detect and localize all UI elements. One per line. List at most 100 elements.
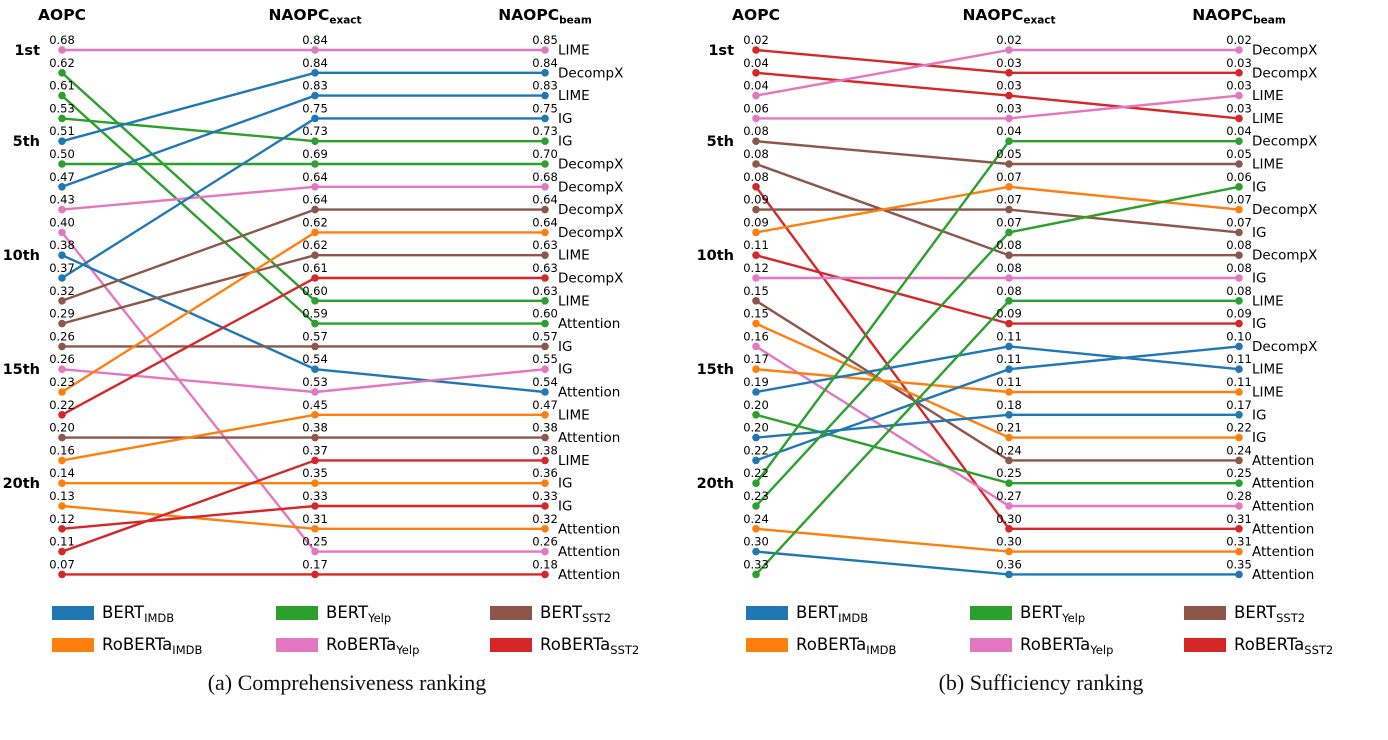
- data-point: [311, 433, 319, 442]
- value-label: 0.40: [49, 215, 75, 229]
- data-point: [1235, 91, 1243, 100]
- value-label: 0.05: [996, 147, 1022, 161]
- data-point: [1005, 365, 1013, 374]
- method-label: IG: [1252, 407, 1266, 423]
- panel-sufficiency: AOPC NAOPCexact NAOPCbeam 1st 5th 10th 15th 20t…: [694, 2, 1388, 696]
- data-point: [58, 388, 66, 396]
- rank-tick: 10th: [697, 248, 734, 264]
- method-label: IG: [1252, 225, 1266, 241]
- data-point: [541, 433, 549, 442]
- rank-tick: 5th: [707, 134, 734, 150]
- value-label: 0.35: [1226, 557, 1252, 571]
- method-label: LIME: [1252, 111, 1284, 127]
- legend-label-RoBERTa_IMDB: RoBERTaIMDB: [796, 635, 896, 657]
- comprehensiveness-ranking-chart: AOPC NAOPCexact NAOPCbeam 1st 5th 10th 15th 20t…: [3, 6, 640, 657]
- value-label: 0.13: [49, 489, 75, 503]
- data-point: [58, 365, 66, 374]
- value-label: 0.03: [1226, 101, 1252, 115]
- data-point: [541, 114, 549, 123]
- rank-tick: 20th: [3, 476, 40, 492]
- method-label: LIME: [558, 453, 590, 469]
- value-label: 0.64: [302, 193, 328, 207]
- column-header: NAOPCbeam: [1192, 6, 1286, 27]
- value-label: 0.09: [996, 307, 1022, 321]
- method-label: LIME: [558, 88, 590, 104]
- data-point: [1005, 456, 1013, 465]
- data-point: [541, 228, 549, 237]
- value-label: 0.51: [49, 124, 75, 138]
- value-label: 0.47: [532, 398, 558, 412]
- method-label: LIME: [558, 293, 590, 309]
- method-label: IG: [1252, 179, 1266, 195]
- method-label: IG: [1252, 271, 1266, 287]
- data-point: [58, 274, 66, 282]
- data-point: [1235, 137, 1243, 145]
- data-point: [752, 69, 760, 77]
- data-point: [311, 205, 319, 214]
- value-label: 0.21: [996, 421, 1022, 435]
- data-point: [58, 411, 66, 419]
- value-label: 0.54: [532, 375, 558, 389]
- value-label: 0.24: [996, 443, 1022, 457]
- method-label: LIME: [1252, 293, 1284, 309]
- data-point: [1005, 69, 1013, 77]
- value-label: 0.83: [532, 79, 558, 93]
- data-point: [541, 137, 549, 145]
- legend-label-RoBERTa_IMDB: RoBERTaIMDB: [102, 635, 202, 657]
- method-label: LIME: [1252, 88, 1284, 104]
- data-point: [1235, 114, 1243, 123]
- value-label: 0.60: [302, 284, 328, 298]
- data-point: [311, 137, 319, 145]
- value-label: 0.17: [1226, 398, 1252, 412]
- method-label: DecompX: [558, 202, 623, 218]
- value-label: 0.15: [743, 307, 769, 321]
- rank-tick: 5th: [13, 134, 40, 150]
- value-label: 0.08: [1226, 238, 1252, 252]
- data-point: [541, 525, 549, 533]
- value-label: 0.09: [1226, 307, 1252, 321]
- legend-swatch-BERT_SST2: [490, 606, 532, 620]
- value-label: 0.36: [532, 466, 558, 480]
- data-point: [1235, 205, 1243, 214]
- value-label: 0.62: [302, 238, 328, 252]
- value-label: 0.45: [302, 398, 328, 412]
- method-label: DecompX: [558, 225, 623, 241]
- data-point: [752, 502, 760, 510]
- rank-tick: 1st: [708, 43, 734, 59]
- data-point: [311, 183, 319, 191]
- value-label: 0.75: [302, 101, 328, 115]
- value-label: 0.11: [996, 329, 1022, 343]
- data-point: [58, 205, 66, 214]
- data-point: [311, 525, 319, 533]
- data-point: [1235, 297, 1243, 305]
- data-point: [311, 411, 319, 419]
- data-point: [752, 433, 760, 442]
- value-label: 0.08: [743, 124, 769, 138]
- method-label: IG: [558, 339, 572, 355]
- rank-tick: 15th: [697, 362, 734, 378]
- value-label: 0.25: [302, 535, 328, 549]
- value-label: 0.63: [532, 238, 558, 252]
- value-label: 0.06: [1226, 170, 1252, 184]
- value-label: 0.16: [49, 443, 75, 457]
- value-label: 0.83: [302, 79, 328, 93]
- value-label: 0.26: [49, 352, 75, 366]
- value-label: 0.31: [1226, 512, 1252, 526]
- value-label: 0.57: [302, 329, 328, 343]
- value-label: 0.16: [743, 329, 769, 343]
- value-label: 0.09: [743, 193, 769, 207]
- data-point: [541, 91, 549, 100]
- data-point: [1005, 388, 1013, 396]
- value-label: 0.38: [302, 421, 328, 435]
- data-point: [58, 342, 66, 351]
- value-label: 0.32: [49, 284, 75, 298]
- data-point: [1235, 69, 1243, 77]
- data-point: [541, 205, 549, 214]
- value-label: 0.26: [532, 535, 558, 549]
- value-label: 0.33: [302, 489, 328, 503]
- value-label: 0.04: [996, 124, 1022, 138]
- data-point: [1005, 137, 1013, 145]
- value-label: 0.03: [996, 101, 1022, 115]
- data-point: [541, 274, 549, 282]
- value-label: 0.31: [302, 512, 328, 526]
